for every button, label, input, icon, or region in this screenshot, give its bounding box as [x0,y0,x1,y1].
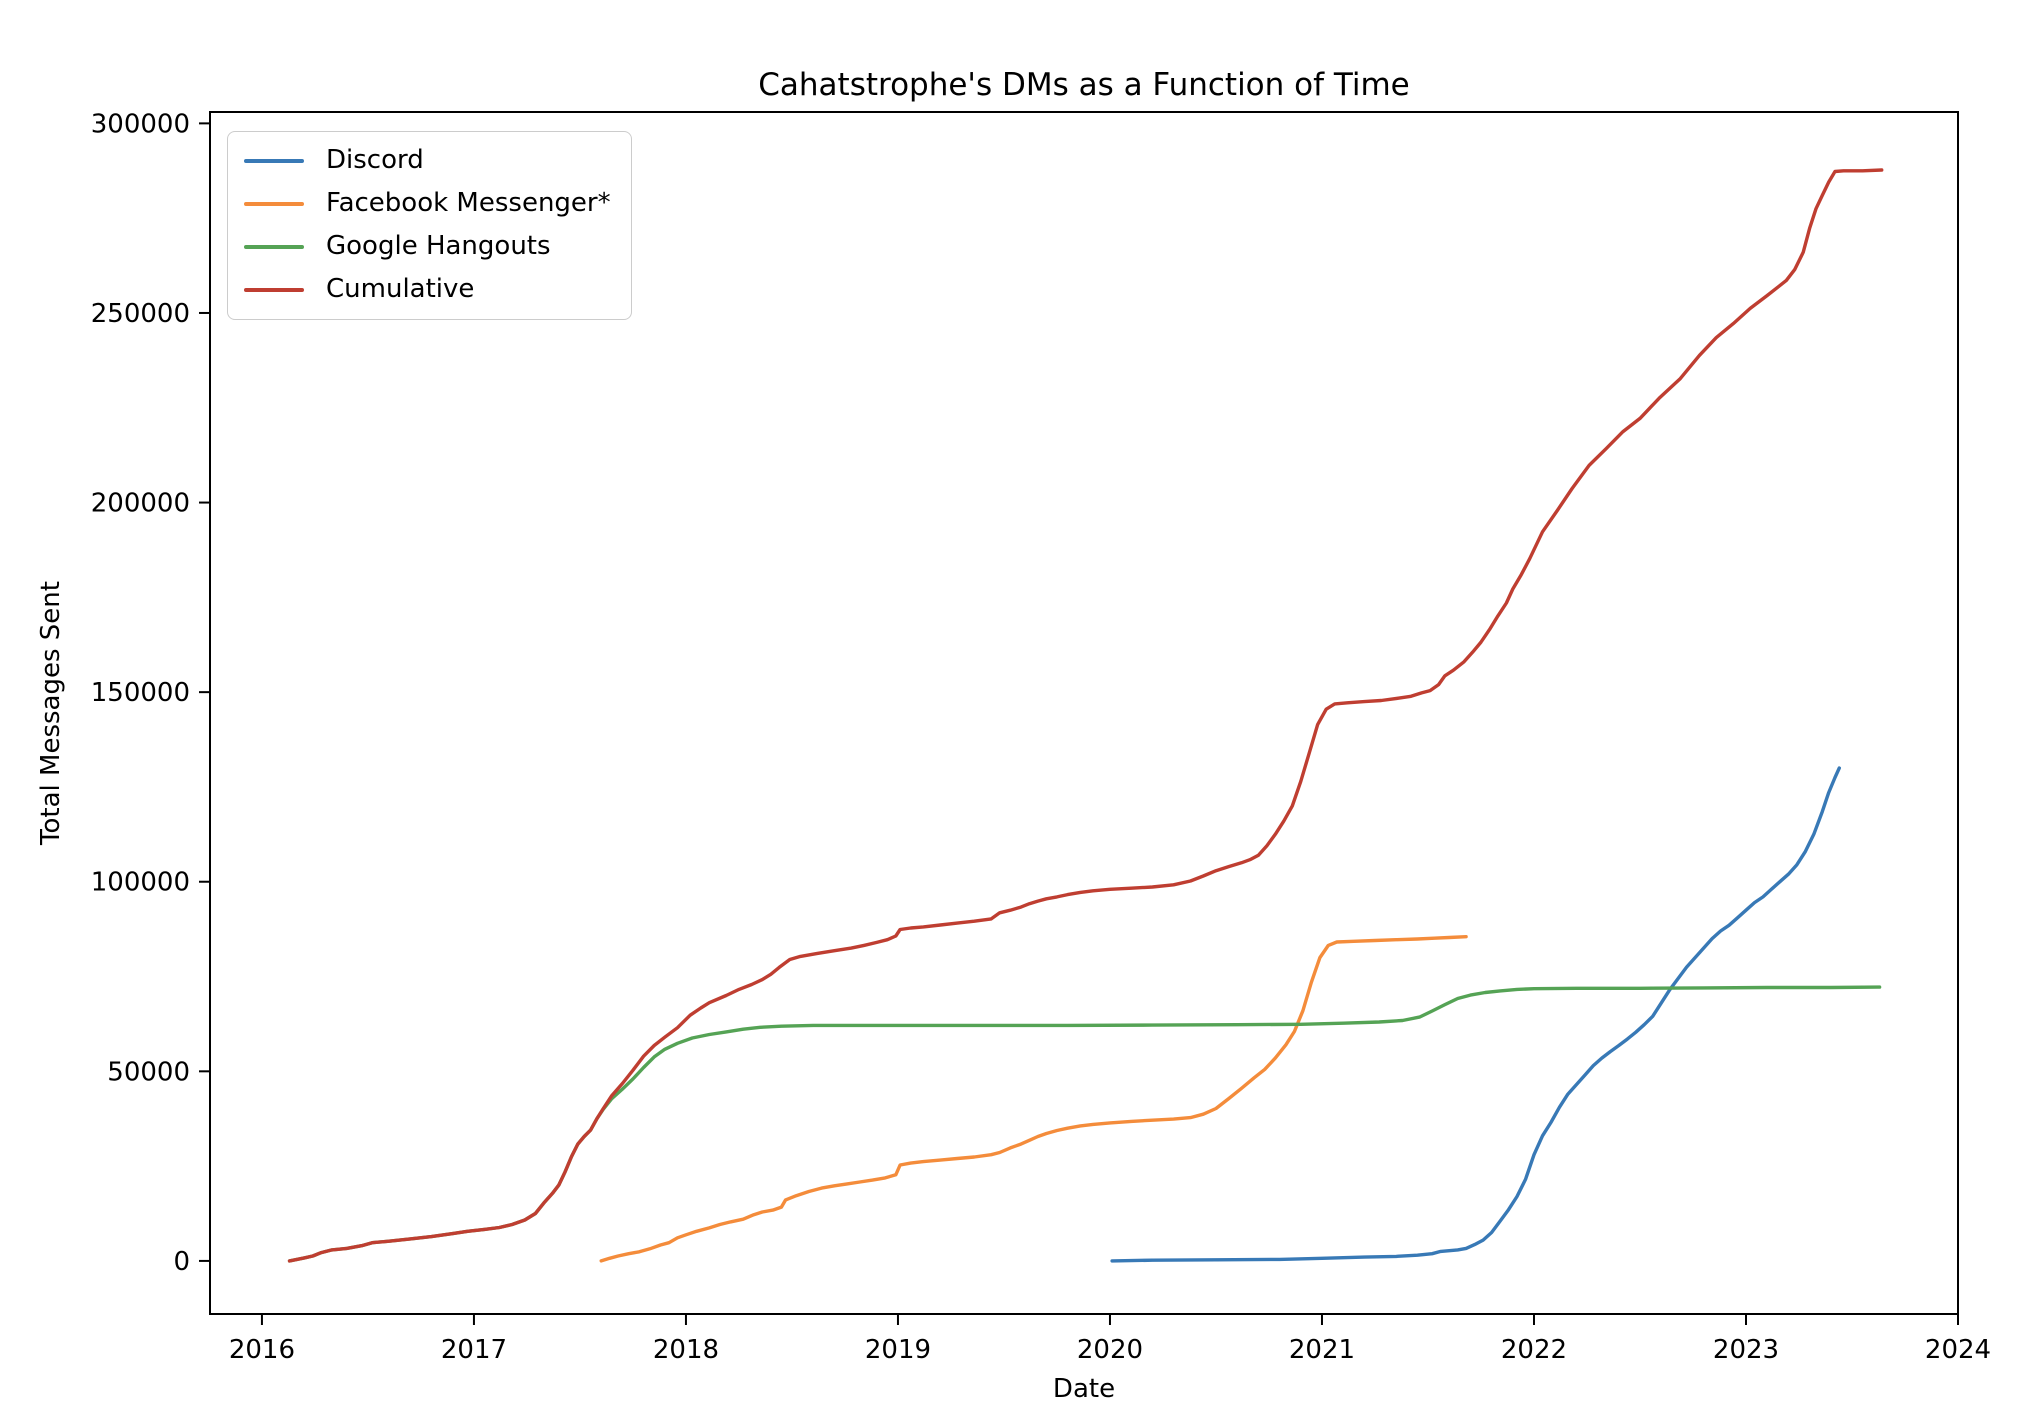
y-axis: 0 50000 100000 150000 200000 250000 300000 [91,109,210,1277]
y-tick-label-50000: 50000 [107,1057,190,1087]
x-tick-label-2022: 2022 [1501,1335,1567,1365]
chart-title: Cahatstrophe's DMs as a Function of Time [758,67,1410,103]
legend-swatch-facebook-messenger [244,201,304,206]
legend-item-discord: Discord [244,145,611,176]
legend-item-google-hangouts: Google Hangouts [244,230,611,262]
x-axis-label: Date [1052,1374,1116,1404]
legend-label-google-hangouts: Google Hangouts [326,230,551,261]
x-tick-label-2023: 2023 [1713,1335,1779,1365]
y-tick-label-250000: 250000 [91,299,190,329]
x-tick-label-2019: 2019 [865,1335,931,1365]
x-tick-label-2021: 2021 [1289,1335,1355,1365]
x-tick-label-2018: 2018 [653,1335,719,1365]
x-tick-label-2024: 2024 [1925,1335,1991,1365]
y-tick-label-150000: 150000 [91,678,190,708]
x-tick-label-2020: 2020 [1077,1335,1143,1365]
y-tick-label-200000: 200000 [91,489,190,519]
legend: Discord Facebook Messenger* Google Hangout… [227,131,632,320]
legend-label-cumulative: Cumulative [326,273,475,304]
y-tick-label-100000: 100000 [91,868,190,898]
legend-item-cumulative: Cumulative [244,273,611,305]
legend-swatch-google-hangouts [244,244,304,249]
y-axis-label: Total Messages Sent [36,581,66,845]
series-line-discord [1110,766,1842,1263]
legend-swatch-cumulative [244,287,304,292]
legend-item-facebook-messenger: Facebook Messenger* [244,187,611,219]
x-tick-label-2016: 2016 [229,1335,295,1365]
y-tick-label-300000: 300000 [91,109,190,139]
plot-frame [209,111,1959,1315]
x-axis: 2016 2017 2018 2019 2020 2021 2022 2023 2024 [229,1314,1991,1365]
y-tick-label-0: 0 [173,1247,190,1277]
legend-label-discord: Discord [326,145,424,175]
series-line-facebook-messenger [599,935,1468,1263]
series-line-cumulative [287,168,1884,1263]
legend-label-facebook-messenger: Facebook Messenger* [326,187,611,218]
x-tick-label-2017: 2017 [441,1335,507,1365]
legend-swatch-discord [244,158,304,163]
